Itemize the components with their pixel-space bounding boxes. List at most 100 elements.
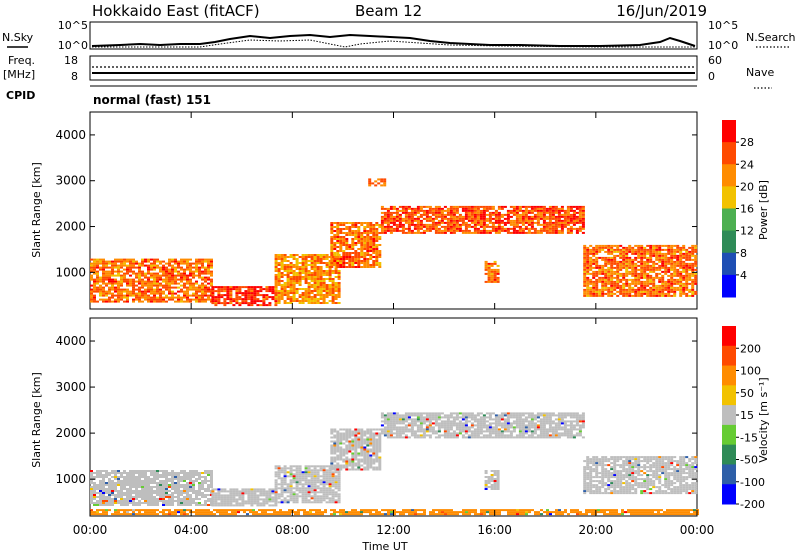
power-cell <box>204 290 207 293</box>
velocity-cell <box>378 456 382 459</box>
velocity-cell <box>211 492 215 495</box>
power-cell <box>369 264 373 266</box>
velocity-cell <box>292 487 296 490</box>
power-cell <box>319 254 323 256</box>
power-cell <box>464 217 468 220</box>
power-cell <box>132 264 135 267</box>
velocity-cell <box>378 442 382 445</box>
power-cell <box>319 282 323 284</box>
power-cell <box>304 288 308 290</box>
power-cell <box>652 248 656 251</box>
velocity-cell <box>207 484 210 486</box>
velocity-cell <box>186 484 189 486</box>
power-cell <box>280 276 284 278</box>
velocity-cell <box>129 486 132 488</box>
power-cell <box>572 217 576 220</box>
power-cell <box>372 256 376 258</box>
velocity-cell <box>307 493 311 496</box>
power-cell <box>542 225 546 228</box>
power-cell <box>470 211 474 214</box>
power-cell <box>325 288 329 290</box>
velocity-cell <box>292 475 296 478</box>
power-cell <box>482 231 486 234</box>
power-cell <box>589 292 593 295</box>
velocity-cell <box>183 488 186 490</box>
velocity-cell <box>363 458 367 461</box>
power-cell <box>369 246 373 248</box>
velocity-cell <box>369 432 373 435</box>
velocity-cell <box>380 424 384 427</box>
power-cell <box>509 205 513 208</box>
velocity-cell <box>331 479 335 482</box>
power-cell <box>171 260 174 263</box>
power-cell <box>563 213 567 216</box>
velocity-cell <box>195 470 198 472</box>
power-cell <box>217 294 221 297</box>
power-cell <box>443 215 447 218</box>
power-cell <box>135 288 138 291</box>
power-cell <box>153 298 156 301</box>
velocity-cell <box>102 476 105 478</box>
velocity-cell <box>223 502 227 505</box>
power-cell <box>331 292 335 294</box>
power-cell <box>455 223 459 226</box>
velocity-cell <box>357 446 361 449</box>
power-cell <box>395 211 399 214</box>
power-cell <box>375 244 379 246</box>
power-cell <box>649 266 653 269</box>
velocity-cell <box>375 466 379 469</box>
power-cell <box>643 276 647 279</box>
power-cell <box>192 282 195 285</box>
power-cell <box>488 215 492 218</box>
velocity-cell <box>96 492 99 494</box>
velocity-cell <box>292 473 296 476</box>
power-cell <box>694 260 698 263</box>
power-cell <box>165 268 168 271</box>
velocity-feature <box>211 488 278 507</box>
power-cell <box>292 284 296 286</box>
power-cell <box>277 272 281 274</box>
velocity-cell <box>360 444 364 447</box>
power-cell <box>168 296 171 299</box>
power-cell <box>369 250 373 252</box>
velocity-cell <box>398 422 402 425</box>
velocity-cell <box>171 470 174 472</box>
power-cell <box>147 296 150 299</box>
power-cell <box>102 298 105 301</box>
velocity-cell <box>325 493 329 496</box>
power-cell <box>96 300 99 303</box>
power-cell <box>354 256 358 258</box>
power-cell <box>664 248 668 251</box>
power-cell <box>533 227 537 230</box>
velocity-cell <box>250 502 254 505</box>
power-cell <box>437 223 441 226</box>
power-cell <box>682 286 686 289</box>
power-cell <box>458 227 462 230</box>
power-cell <box>383 219 387 222</box>
velocity-cell <box>313 481 317 484</box>
velocity-cell <box>325 479 329 482</box>
velocity-cell <box>339 464 343 467</box>
velocity-cell <box>247 494 251 497</box>
power-cell <box>637 294 641 297</box>
power-cell <box>165 280 168 283</box>
power-cell <box>360 244 364 246</box>
velocity-cell <box>204 504 207 506</box>
power-cell <box>610 274 614 277</box>
velocity-cell <box>102 504 105 506</box>
power-cell <box>548 209 552 212</box>
power-cell <box>144 298 147 301</box>
power-cell <box>96 272 99 275</box>
power-cell <box>330 244 334 246</box>
power-cell <box>138 278 141 281</box>
power-cell <box>369 238 373 240</box>
power-cell <box>357 236 361 238</box>
power-cell <box>583 262 587 265</box>
power-cell <box>198 288 201 291</box>
power-cell <box>180 260 183 263</box>
power-cell <box>348 258 352 260</box>
velocity-cell <box>274 481 278 484</box>
velocity-cell <box>289 491 293 494</box>
velocity-cell <box>108 498 111 500</box>
velocity-cell <box>138 472 141 474</box>
